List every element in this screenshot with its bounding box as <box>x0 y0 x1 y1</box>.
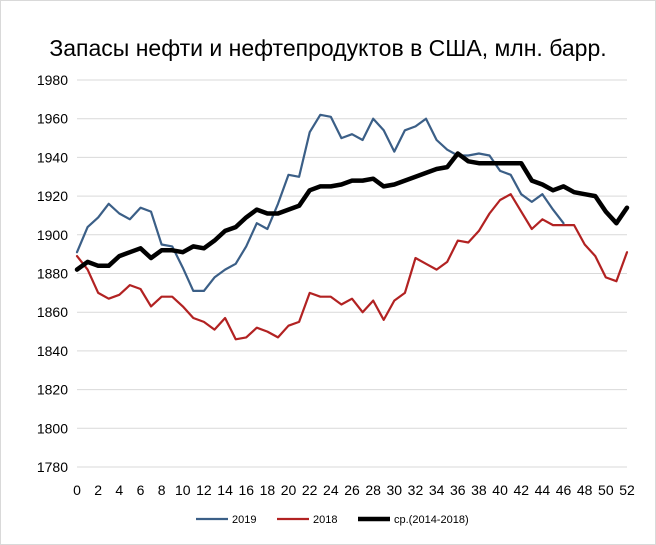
y-tick-label: 1860 <box>37 304 68 320</box>
x-tick-label: 16 <box>238 482 254 498</box>
legend-label: 2019 <box>232 514 256 526</box>
x-axis-tick-labels: 0 2 4 6 8 10 12 14 16 18 20 22 24 26 28 30 32 34 36 38 40 42 4… <box>73 482 635 498</box>
x-tick-label: 4 <box>115 482 123 498</box>
x-tick-label: 14 <box>217 482 233 498</box>
x-tick-label: 24 <box>323 482 339 498</box>
y-tick-label: 1820 <box>37 382 68 398</box>
x-tick-label: 0 <box>73 482 81 498</box>
series-line-0 <box>75 113 565 292</box>
x-tick-label: 10 <box>175 482 191 498</box>
x-tick-label: 40 <box>492 482 508 498</box>
x-tick-label: 20 <box>281 482 297 498</box>
y-tick-label: 1780 <box>37 459 68 475</box>
y-tick-label: 1800 <box>37 420 68 436</box>
y-tick-label: 1940 <box>37 149 68 165</box>
x-tick-label: 28 <box>365 482 381 498</box>
series-lines <box>74 113 630 341</box>
y-axis-tick-labels: 1780 1800 1820 1840 1860 1880 1900 1920 1940 1960… <box>37 72 68 475</box>
x-tick-label: 30 <box>387 482 403 498</box>
x-tick-label: 46 <box>556 482 572 498</box>
x-tick-label: 44 <box>535 482 551 498</box>
y-tick-label: 1880 <box>37 266 68 282</box>
x-tick-label: 38 <box>471 482 487 498</box>
x-tick-label: 26 <box>344 482 360 498</box>
y-tick-label: 1920 <box>37 188 68 204</box>
legend-label: ср.(2014-2018) <box>394 514 469 526</box>
x-tick-label: 2 <box>94 482 102 498</box>
y-tick-label: 1840 <box>37 343 68 359</box>
x-tick-label: 52 <box>619 482 635 498</box>
x-tick-label: 50 <box>598 482 614 498</box>
x-tick-label: 48 <box>577 482 593 498</box>
legend: 2019 2018 ср.(2014-2018) <box>196 514 469 526</box>
chart-title: Запасы нефти и нефтепродуктов в США, млн… <box>49 35 606 61</box>
x-tick-label: 8 <box>158 482 166 498</box>
x-tick-label: 42 <box>513 482 529 498</box>
x-tick-label: 22 <box>302 482 318 498</box>
legend-label: 2018 <box>313 514 337 526</box>
y-tick-label: 1900 <box>37 227 68 243</box>
x-tick-label: 12 <box>196 482 212 498</box>
series-line-2 <box>74 151 630 272</box>
x-tick-label: 34 <box>429 482 445 498</box>
grid-lines <box>77 79 627 468</box>
series-line-1 <box>75 193 629 341</box>
x-tick-label: 32 <box>408 482 424 498</box>
x-tick-label: 36 <box>450 482 466 498</box>
y-tick-label: 1980 <box>37 72 68 88</box>
y-tick-label: 1960 <box>37 111 68 127</box>
x-tick-label: 18 <box>260 482 276 498</box>
x-tick-label: 6 <box>137 482 145 498</box>
